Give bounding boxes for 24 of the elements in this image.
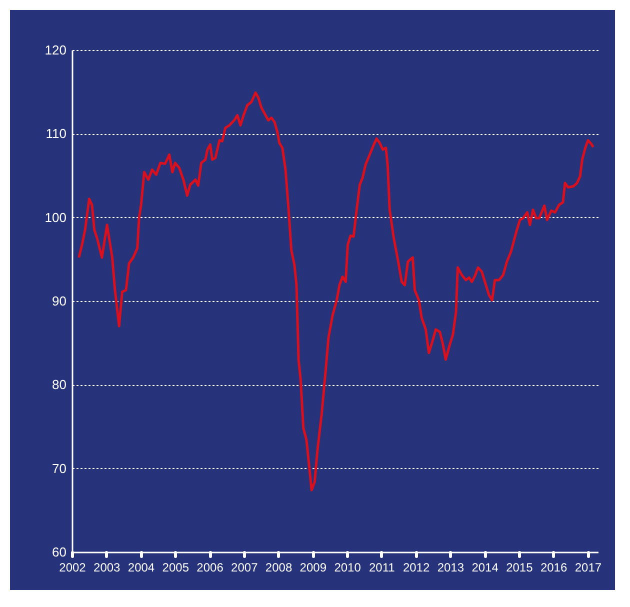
x-tick-label: 2004 bbox=[128, 560, 155, 574]
x-tick-label: 2002 bbox=[59, 560, 86, 574]
x-tick-label: 2010 bbox=[334, 560, 362, 574]
x-tick-label: 2011 bbox=[369, 560, 396, 574]
y-tick-label: 80 bbox=[52, 377, 66, 392]
y-tick-label: 60 bbox=[52, 544, 66, 560]
x-tick-label: 2013 bbox=[437, 560, 464, 574]
x-tick-label: 2005 bbox=[162, 560, 190, 574]
x-tick-label: 2012 bbox=[402, 560, 430, 574]
x-tick-label: 2017 bbox=[574, 560, 602, 574]
x-tick-label: 2007 bbox=[231, 560, 258, 574]
x-tick-label: 2009 bbox=[300, 560, 327, 574]
line-series bbox=[78, 91, 594, 492]
x-tick-label: 2015 bbox=[506, 560, 534, 574]
y-tick-label: 110 bbox=[46, 126, 66, 142]
y-tick-label: 90 bbox=[52, 294, 66, 308]
x-tick-label: 2016 bbox=[540, 560, 568, 574]
y-tick-label: 120 bbox=[44, 42, 66, 58]
x-tick-label: 2006 bbox=[196, 560, 224, 574]
x-tick-label: 2014 bbox=[472, 560, 499, 574]
y-tick-label: 100 bbox=[44, 210, 66, 225]
x-tick-label: 2003 bbox=[94, 560, 121, 574]
x-tick-label: 2008 bbox=[265, 560, 292, 574]
y-tick-label: 70 bbox=[52, 460, 66, 476]
